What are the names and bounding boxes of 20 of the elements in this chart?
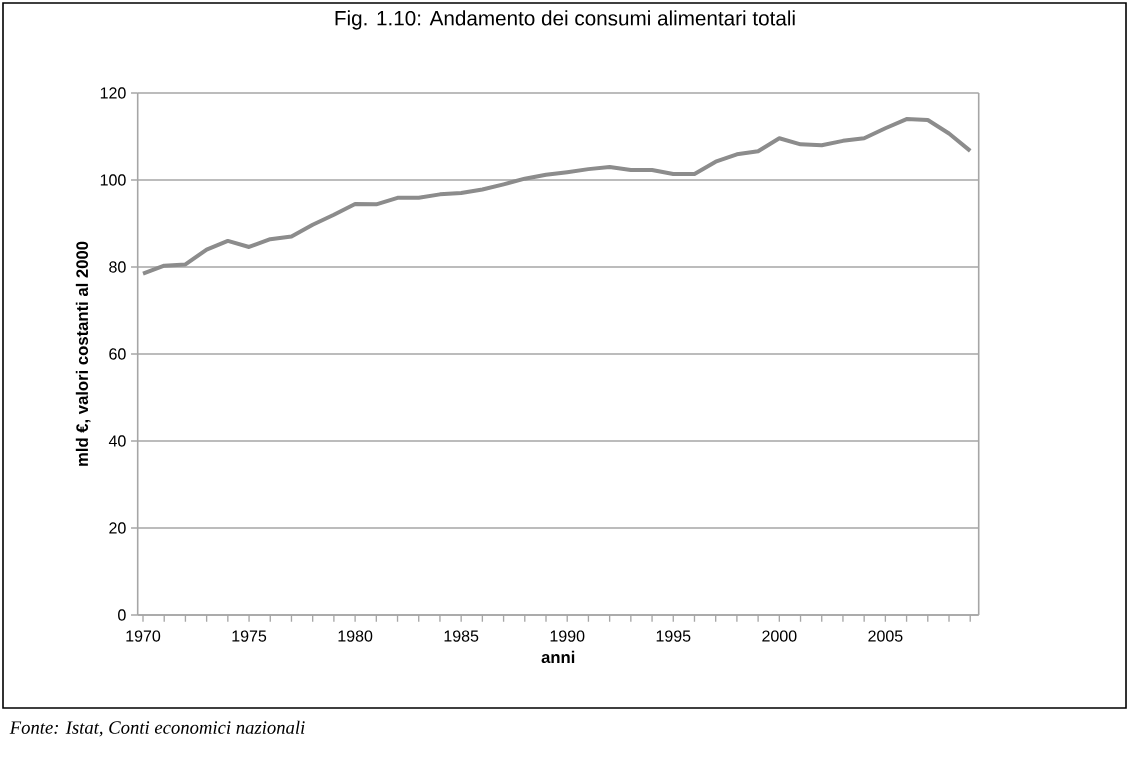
text: Fonte: Istat, Conti economici nazionali [9,720,305,737]
line-series [141,117,973,276]
y-tick-label: 100 [100,174,126,186]
chart-title: Fig. 1.10: Andamento dei consumi alimentari totali [335,10,795,30]
y-tick-label: 60 [109,348,126,360]
x-tick-label: 1975 [232,630,267,642]
x-tick-label: 1995 [656,630,691,642]
y-tick-label: 80 [109,261,126,273]
y-tick-label: 20 [109,522,126,534]
x-tick-label: 2005 [868,630,903,642]
x-axis-title: anni [541,650,575,664]
y-tick-label: 40 [108,435,126,447]
x-tick-label: 2000 [762,630,797,642]
x-tick-label: 1970 [126,630,161,642]
y-axis-title: mld €, valori costanti al 2000 [75,241,91,466]
x-tick-label: 1985 [444,630,479,642]
x-tick-label: 1990 [550,630,585,642]
y-tick-label: 120 [100,87,126,99]
x-tick-label: 1980 [338,630,373,642]
y-tick-label: 0 [118,609,126,621]
